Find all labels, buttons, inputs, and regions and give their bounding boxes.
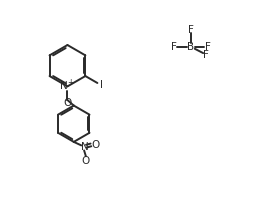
Text: F: F	[203, 50, 209, 60]
Text: F: F	[205, 42, 210, 52]
Text: O: O	[92, 140, 100, 150]
Text: I: I	[100, 80, 103, 90]
Text: +: +	[67, 78, 73, 87]
Text: N: N	[60, 81, 68, 91]
Text: F: F	[171, 42, 177, 52]
Text: B: B	[187, 42, 195, 52]
Text: O: O	[82, 156, 90, 166]
Text: O: O	[63, 98, 72, 108]
Text: N: N	[81, 142, 89, 152]
Text: F: F	[188, 25, 194, 35]
